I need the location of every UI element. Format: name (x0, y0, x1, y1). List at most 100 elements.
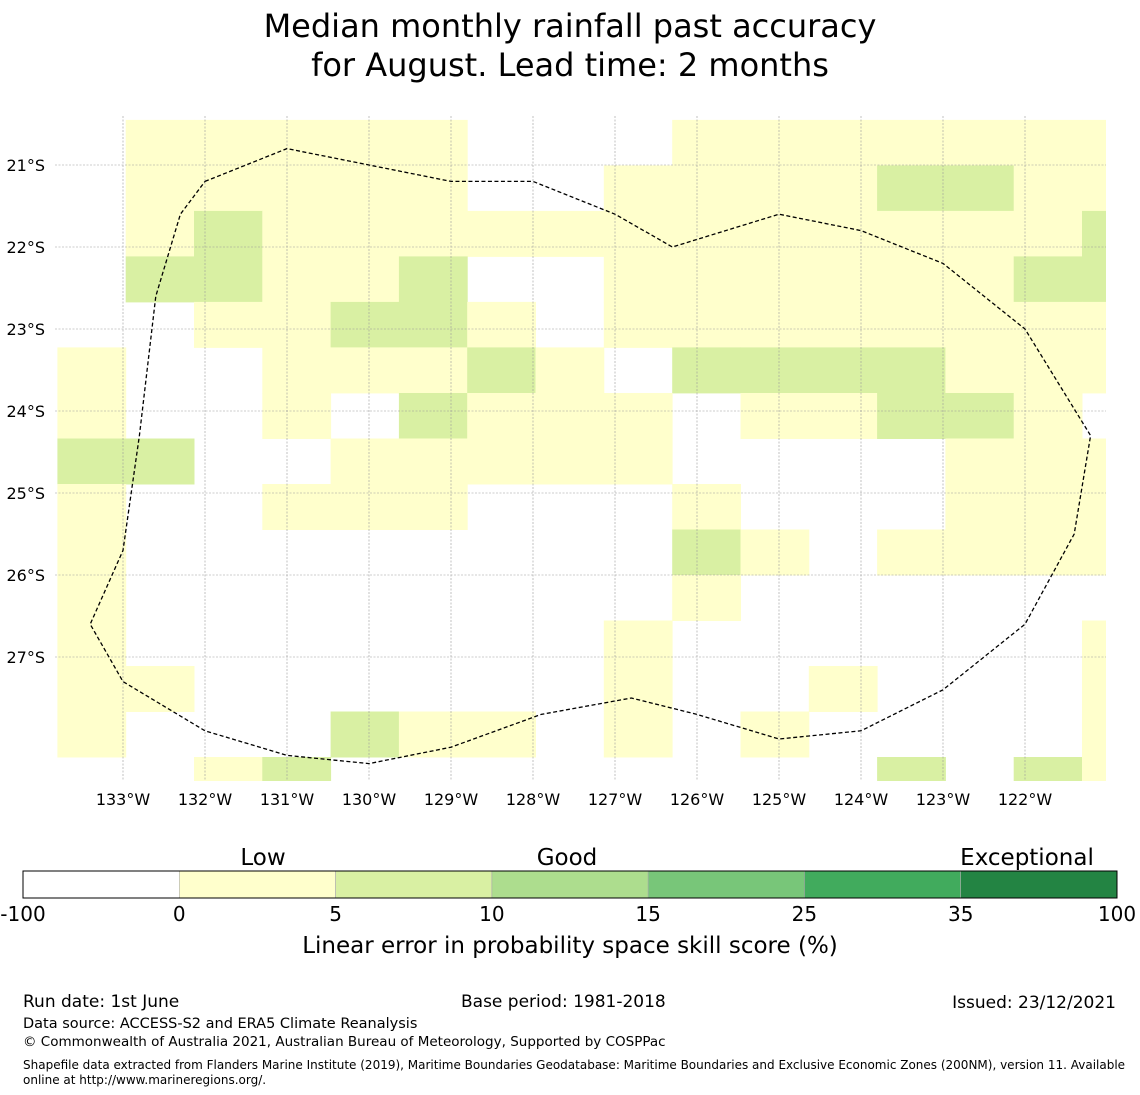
grid-cell (398, 210, 468, 257)
colorbar-category-label: Good (537, 845, 598, 871)
grid-cell (877, 347, 946, 394)
lon-tick-label: 132°W (178, 790, 233, 809)
grid-cell (740, 529, 810, 576)
grid-cell (330, 711, 400, 758)
base-period: Base period: 1981-2018 (461, 992, 666, 1012)
grid-cell (1082, 529, 1106, 576)
grid-cell (535, 347, 605, 394)
grid-cell (877, 119, 946, 166)
grid-cell (535, 210, 605, 257)
grid-cell (262, 484, 332, 530)
grid-cell (945, 119, 1015, 166)
colorbar-category-label: Low (240, 845, 285, 871)
grid-cell (672, 301, 741, 348)
grid-cell (398, 301, 468, 348)
grid-cell (945, 301, 1015, 348)
grid-cell (672, 210, 741, 257)
grid-cell (125, 119, 195, 166)
lat-tick-label: 24°S (6, 402, 45, 421)
grid-cell (603, 393, 673, 439)
grid-cell (330, 301, 400, 348)
grid-cell (330, 347, 400, 394)
colorbar-tick-label: 100 (1098, 902, 1136, 926)
grid-cell (535, 438, 605, 485)
grid-cell (1082, 256, 1106, 303)
grid-cell (672, 119, 741, 166)
grid-cell (1082, 301, 1106, 348)
lon-tick-label: 130°W (342, 790, 397, 809)
grid-cell (57, 575, 127, 621)
grid-cell (877, 757, 946, 781)
lon-tick-label: 129°W (424, 790, 479, 809)
grid-cell (603, 711, 673, 758)
grid-cell (877, 393, 946, 439)
grid-cell (1082, 210, 1106, 257)
data-source: Data source: ACCESS-S2 and ERA5 Climate … (23, 1016, 418, 1032)
grid-cell (57, 347, 127, 394)
grid-cell (877, 529, 946, 576)
lon-tick-label: 123°W (916, 790, 971, 809)
grid-cell (672, 575, 741, 621)
colorbar-title: Linear error in probability space skill … (302, 933, 838, 959)
lat-tick-label: 27°S (6, 648, 45, 667)
grid-cell (877, 301, 946, 348)
grid-cell (57, 393, 127, 439)
chart-title-line-2: for August. Lead time: 2 months (311, 46, 829, 84)
grid-cell (262, 210, 332, 257)
grid-cell (1013, 301, 1083, 348)
colorbar: -100 0 5 10 15 25 35 100 Low Good Exceptional (0, 845, 1136, 926)
grid-cell (740, 711, 810, 758)
colorbar-outline (22, 870, 1118, 899)
grid-cell (1082, 347, 1106, 394)
grid-cell (262, 119, 332, 166)
grid-cell (808, 119, 878, 166)
colorbar-segment (179, 870, 336, 899)
grid-cell (1013, 757, 1083, 781)
grid-cell (194, 119, 263, 166)
grid-cell (877, 256, 946, 303)
lon-tick-label: 128°W (506, 790, 561, 809)
grid-cell (194, 165, 263, 212)
grid-cell (398, 393, 468, 439)
grid-cell (603, 210, 673, 257)
grid-cell (262, 256, 332, 303)
grid-cell (877, 210, 946, 257)
grid-cell (57, 711, 127, 758)
grid-cell (194, 757, 263, 781)
grid-cell (603, 301, 673, 348)
grid-cell (808, 666, 878, 712)
grid-cell (1013, 347, 1083, 394)
grid-cell (945, 529, 1015, 576)
grid-cell (672, 256, 741, 303)
grid-cell (262, 393, 332, 439)
grid-cell (262, 757, 332, 781)
grid-cell (808, 301, 878, 348)
grid-cell (672, 165, 741, 212)
grid-cell (740, 393, 810, 439)
colorbar-segment (22, 870, 180, 899)
grid-cell (535, 393, 605, 439)
grid-cell (262, 301, 332, 348)
grid-cell (740, 256, 810, 303)
grid-cell (330, 484, 400, 530)
grid-cell (1082, 484, 1106, 530)
grid-cell (945, 165, 1015, 212)
grid-cell (125, 666, 195, 712)
grid-cell (467, 393, 536, 439)
colorbar-segment (647, 870, 805, 899)
grid-cell (467, 347, 536, 394)
grid-cell (740, 165, 810, 212)
grid-cell (330, 438, 400, 485)
grid-cell (57, 666, 127, 712)
grid-cell (603, 256, 673, 303)
lat-tick-label: 26°S (6, 566, 45, 585)
grid-cell (262, 347, 332, 394)
grid-cell (1013, 119, 1083, 166)
grid-cell (398, 165, 468, 212)
grid-cell (808, 165, 878, 212)
grid-cell (740, 119, 810, 166)
eez-boundary (89, 147, 1092, 765)
colorbar-tick-label: 0 (173, 902, 186, 926)
grid-cell (1082, 165, 1106, 212)
